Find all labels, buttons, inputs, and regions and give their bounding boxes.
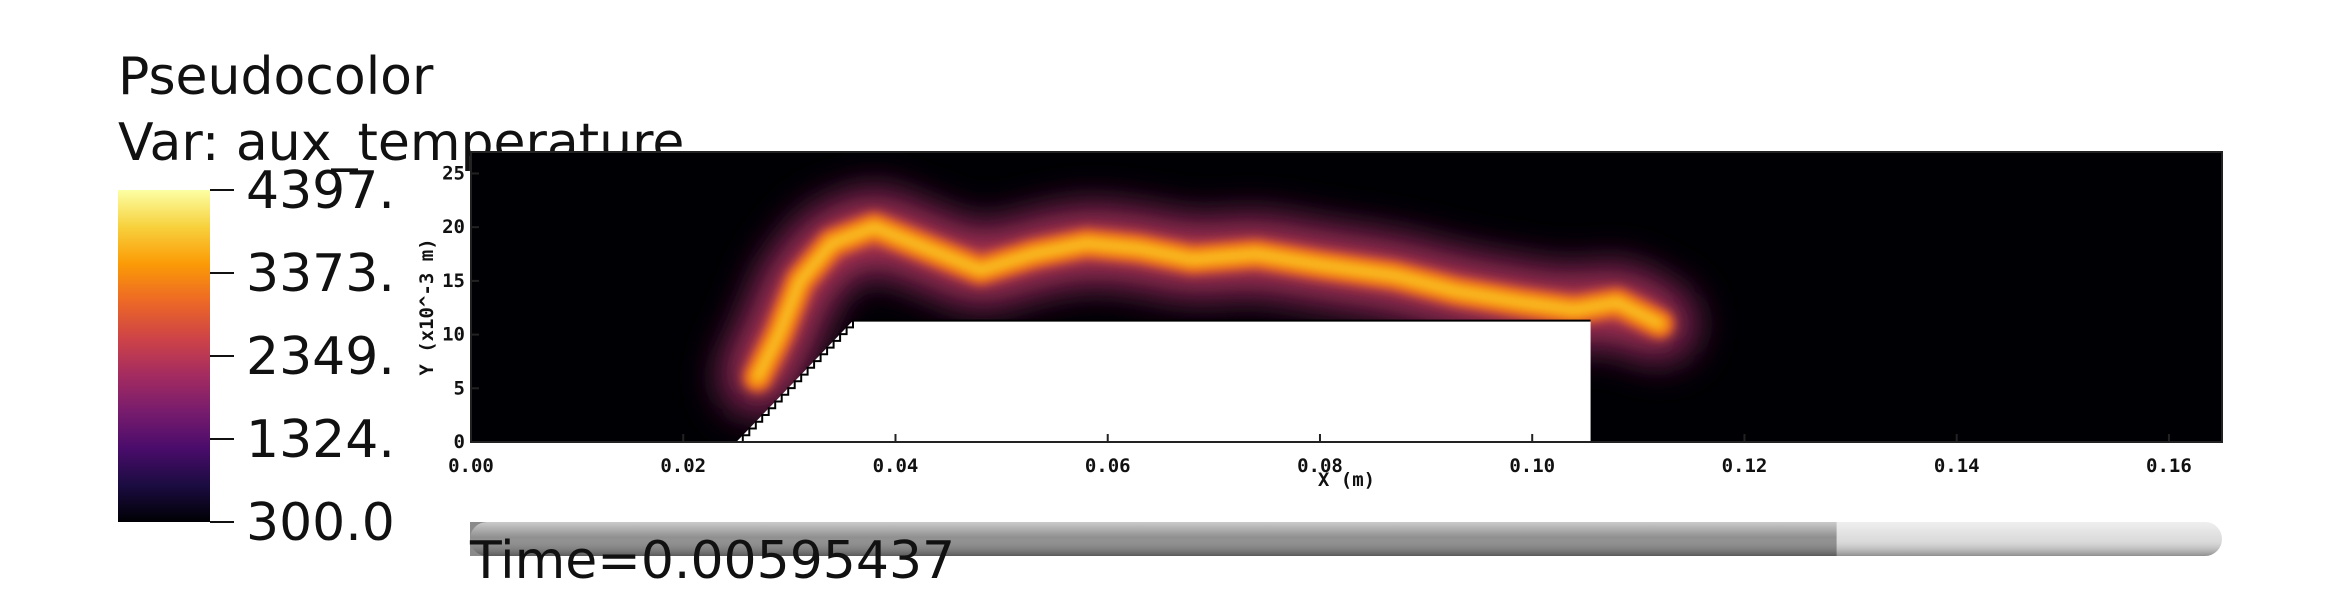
temperature-field bbox=[722, 192, 1695, 413]
y-tick-label: 20 bbox=[442, 216, 465, 238]
legend-tick-label: 3373. bbox=[246, 244, 395, 304]
time-slider-shade bbox=[470, 522, 2222, 556]
y-tick-label: 0 bbox=[454, 431, 465, 453]
y-tick-label: 25 bbox=[442, 162, 465, 184]
legend-tick-label: 4397. bbox=[246, 161, 395, 221]
flame-band-5 bbox=[754, 224, 1663, 381]
legend-tick-label: 1324. bbox=[246, 410, 395, 470]
x-tick-label: 0.00 bbox=[448, 455, 494, 477]
legend-ticks: 4397. 3373. 2349. 1324. 300.0 bbox=[210, 161, 395, 553]
legend-title: Pseudocolor bbox=[118, 47, 434, 107]
x-axis-label: X (m) bbox=[1318, 469, 1375, 491]
time-label: Time=0.00595437 bbox=[469, 531, 955, 591]
plot-frame bbox=[470, 151, 2223, 443]
legend-tick-label: 300.0 bbox=[246, 493, 395, 553]
x-tick-label: 0.12 bbox=[1722, 455, 1768, 477]
x-tick-label: 0.04 bbox=[873, 455, 919, 477]
y-axis-label: Y (x10^-3 m) bbox=[416, 238, 438, 375]
x-tick-label: 0.02 bbox=[660, 455, 706, 477]
x-tick-label: 0.16 bbox=[2146, 455, 2192, 477]
x-tick-label: 0.10 bbox=[1509, 455, 1555, 477]
x-axis: 0.00 0.02 0.04 0.06 0.08 0.10 0.12 0.14 0.16 bbox=[448, 434, 2192, 477]
legend-colorbar bbox=[118, 190, 210, 522]
y-tick-label: 5 bbox=[454, 377, 465, 399]
y-axis: 0 5 10 15 20 25 bbox=[442, 162, 479, 453]
obstacle-region bbox=[736, 320, 1591, 442]
x-tick-label: 0.06 bbox=[1085, 455, 1131, 477]
legend: Pseudocolor Var: aux_temperature 4397.33… bbox=[118, 47, 684, 553]
time-slider[interactable]: Time=0.00595437 bbox=[469, 522, 2222, 591]
obstacle-stair-edge bbox=[736, 319, 1591, 442]
plot: 0.00 0.02 0.04 0.06 0.08 0.10 0.12 0.14 0.16 0 5 1… bbox=[416, 151, 2223, 491]
y-tick-label: 15 bbox=[442, 270, 465, 292]
x-tick-label: 0.08 bbox=[1297, 455, 1343, 477]
plot-area bbox=[471, 152, 2222, 442]
x-tick-label: 0.14 bbox=[1934, 455, 1980, 477]
legend-tick-label: 2349. bbox=[246, 327, 395, 387]
y-tick-label: 10 bbox=[442, 324, 465, 346]
